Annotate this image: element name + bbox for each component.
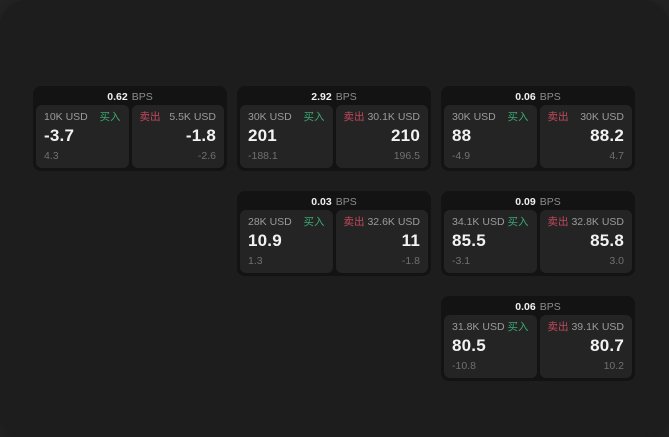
buy-sub-value: -4.9 [452, 149, 471, 162]
buy-side-label: 买入 [303, 216, 325, 228]
quote-card: 0.62 BPS 10K USD 买入 -3.7 4.3 卖出 5.5K USD [33, 86, 227, 171]
buy-sub-value: -188.1 [248, 149, 278, 162]
spread-value: 0.06 [515, 90, 536, 103]
buy-panel[interactable]: 31.8K USD 买入 80.5 -10.8 [444, 315, 537, 378]
buy-panel[interactable]: 30K USD 买入 88 -4.9 [444, 105, 537, 168]
buy-size: 30K USD [452, 111, 496, 123]
buy-sub-value: 4.3 [44, 149, 59, 162]
spread-unit-label: BPS [335, 90, 357, 103]
sell-side-label: 卖出 [547, 216, 569, 228]
quote-card: 2.92 BPS 30K USD 买入 201 -188.1 卖出 30.1K … [237, 86, 431, 171]
sell-panel[interactable]: 卖出 32.6K USD 11 -1.8 [335, 210, 428, 273]
sell-price: 85.8 [590, 230, 624, 250]
sell-sub-value: 4.7 [609, 149, 624, 162]
quote-panels: 30K USD 买入 201 -188.1 卖出 30.1K USD 210 1… [240, 105, 428, 168]
buy-sub-value: -10.8 [452, 359, 476, 372]
sell-side-label: 卖出 [343, 111, 365, 123]
sell-size: 32.6K USD [367, 216, 420, 228]
spread-header: 0.62 BPS [36, 89, 224, 105]
sell-size: 5.5K USD [169, 111, 216, 123]
spread-value: 0.62 [107, 90, 128, 103]
spread-value: 2.92 [311, 90, 332, 103]
sell-panel[interactable]: 卖出 32.8K USD 85.8 3.0 [539, 210, 632, 273]
sell-size: 32.8K USD [571, 216, 624, 228]
sell-size: 39.1K USD [571, 321, 624, 333]
sell-side-label: 卖出 [547, 321, 569, 333]
buy-panel[interactable]: 28K USD 买入 10.9 1.3 [240, 210, 333, 273]
spread-value: 0.09 [515, 195, 536, 208]
sell-sub-value: 10.2 [603, 359, 624, 372]
buy-side-label: 买入 [303, 111, 325, 123]
buy-price: 85.5 [452, 230, 486, 250]
sell-side-label: 卖出 [139, 111, 161, 123]
buy-size: 10K USD [44, 111, 88, 123]
spread-unit-label: BPS [539, 90, 561, 103]
spread-header: 0.09 BPS [444, 194, 632, 210]
buy-panel[interactable]: 34.1K USD 买入 85.5 -3.1 [444, 210, 537, 273]
spread-unit-label: BPS [539, 195, 561, 208]
quote-card: 0.06 BPS 30K USD 买入 88 -4.9 卖出 30K USD [441, 86, 635, 171]
spread-unit-label: BPS [335, 195, 357, 208]
buy-price: 80.5 [452, 335, 486, 355]
quote-grid: 0.62 BPS 10K USD 买入 -3.7 4.3 卖出 5.5K USD [33, 86, 635, 381]
sell-sub-value: 3.0 [609, 254, 624, 267]
sell-panel[interactable]: 卖出 30.1K USD 210 196.5 [335, 105, 428, 168]
buy-side-label: 买入 [507, 321, 529, 333]
sell-price: 11 [401, 230, 420, 250]
sell-panel[interactable]: 卖出 39.1K USD 80.7 10.2 [539, 315, 632, 378]
sell-price: 210 [391, 125, 420, 145]
buy-side-label: 买入 [507, 216, 529, 228]
spread-value: 0.03 [311, 195, 332, 208]
sell-price: -1.8 [185, 125, 216, 145]
sell-price: 80.7 [590, 335, 624, 355]
sell-panel[interactable]: 卖出 5.5K USD -1.8 -2.6 [131, 105, 224, 168]
spread-unit-label: BPS [131, 90, 153, 103]
sell-sub-value: -2.6 [197, 149, 216, 162]
spread-unit-label: BPS [539, 300, 561, 313]
sell-size: 30.1K USD [367, 111, 420, 123]
sell-size: 30K USD [580, 111, 624, 123]
buy-sub-value: 1.3 [248, 254, 263, 267]
buy-price: 88 [452, 125, 472, 145]
sell-panel[interactable]: 卖出 30K USD 88.2 4.7 [539, 105, 632, 168]
buy-side-label: 买入 [99, 111, 121, 123]
quote-card: 0.03 BPS 28K USD 买入 10.9 1.3 卖出 32.6K US… [237, 191, 431, 276]
sell-sub-value: -1.8 [401, 254, 420, 267]
buy-side-label: 买入 [507, 111, 529, 123]
buy-price: 10.9 [248, 230, 282, 250]
spread-header: 0.06 BPS [444, 299, 632, 315]
quote-card: 0.09 BPS 34.1K USD 买入 85.5 -3.1 卖出 32.8K… [441, 191, 635, 276]
spread-header: 0.06 BPS [444, 89, 632, 105]
quote-panels: 34.1K USD 买入 85.5 -3.1 卖出 32.8K USD 85.8… [444, 210, 632, 273]
quote-panels: 30K USD 买入 88 -4.9 卖出 30K USD 88.2 4.7 [444, 105, 632, 168]
buy-size: 30K USD [248, 111, 292, 123]
buy-panel[interactable]: 30K USD 买入 201 -188.1 [240, 105, 333, 168]
buy-price: -3.7 [44, 125, 75, 145]
spread-value: 0.06 [515, 300, 536, 313]
quote-panels: 10K USD 买入 -3.7 4.3 卖出 5.5K USD -1.8 -2.… [36, 105, 224, 168]
quote-card: 0.06 BPS 31.8K USD 买入 80.5 -10.8 卖出 39.1… [441, 296, 635, 381]
buy-size: 28K USD [248, 216, 292, 228]
buy-sub-value: -3.1 [452, 254, 471, 267]
sell-price: 88.2 [590, 125, 624, 145]
quote-panels: 31.8K USD 买入 80.5 -10.8 卖出 39.1K USD 80.… [444, 315, 632, 378]
sell-side-label: 卖出 [343, 216, 365, 228]
spread-header: 2.92 BPS [240, 89, 428, 105]
sell-side-label: 卖出 [547, 111, 569, 123]
quote-panels: 28K USD 买入 10.9 1.3 卖出 32.6K USD 11 -1.8 [240, 210, 428, 273]
buy-panel[interactable]: 10K USD 买入 -3.7 4.3 [36, 105, 129, 168]
sell-sub-value: 196.5 [393, 149, 420, 162]
buy-size: 34.1K USD [452, 216, 505, 228]
spread-header: 0.03 BPS [240, 194, 428, 210]
buy-size: 31.8K USD [452, 321, 505, 333]
buy-price: 201 [248, 125, 277, 145]
